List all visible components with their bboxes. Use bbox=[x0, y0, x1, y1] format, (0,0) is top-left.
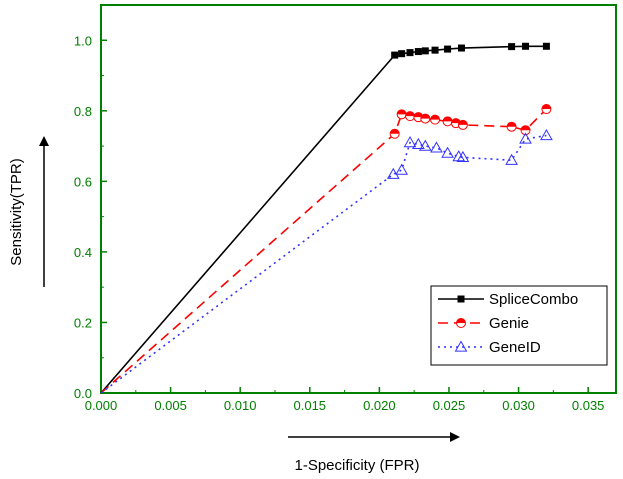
y-axis-title: Sensitivity(TPR) bbox=[8, 158, 25, 266]
data-point bbox=[398, 50, 406, 58]
legend-label: Genie bbox=[489, 315, 529, 332]
x-axis-ticks: 0.000 0.005 0.010 0.015 0.020 0.025 0.030 0.035 bbox=[85, 387, 605, 413]
x-tick-label: 0.005 bbox=[154, 398, 187, 413]
data-point bbox=[444, 45, 452, 53]
data-point bbox=[418, 139, 432, 151]
data-point bbox=[405, 111, 415, 122]
x-axis-title: 1-Specificity (FPR) bbox=[294, 457, 419, 474]
legend-marker bbox=[457, 295, 465, 303]
y-tick-label: 0.2 bbox=[74, 315, 92, 330]
data-point bbox=[431, 46, 439, 54]
y-tick-label: 0.6 bbox=[74, 174, 92, 189]
series-layer bbox=[100, 42, 553, 394]
data-point bbox=[391, 51, 399, 59]
legend-label: GeneID bbox=[489, 339, 541, 356]
legend-items: SpliceCombo Genie GeneID bbox=[438, 291, 578, 356]
y-tick-label: 0.0 bbox=[74, 386, 92, 401]
legend-marker bbox=[454, 340, 468, 352]
data-point bbox=[420, 113, 431, 124]
data-point bbox=[520, 125, 531, 136]
data-point bbox=[522, 42, 530, 50]
y-axis-arrow bbox=[39, 136, 49, 287]
data-point bbox=[406, 49, 414, 57]
data-point bbox=[458, 44, 465, 52]
data-point bbox=[541, 104, 552, 115]
data-point bbox=[395, 163, 409, 175]
x-tick-label: 0.025 bbox=[433, 398, 466, 413]
data-point bbox=[457, 119, 468, 130]
x-axis-arrow bbox=[288, 432, 460, 442]
x-tick-label: 0.000 bbox=[85, 398, 118, 413]
data-point bbox=[505, 153, 518, 165]
x-tick-label: 0.035 bbox=[572, 398, 605, 413]
legend-marker bbox=[456, 318, 466, 328]
data-point bbox=[456, 150, 470, 163]
legend: SpliceCombo Genie GeneID bbox=[430, 285, 608, 366]
data-point bbox=[389, 128, 400, 139]
data-point bbox=[430, 141, 443, 153]
x-tick-label: 0.015 bbox=[294, 398, 327, 413]
legend-item-splicecombo: SpliceCombo bbox=[438, 291, 578, 308]
legend-item-geneid: GeneID bbox=[438, 339, 541, 356]
x-tick-label: 0.020 bbox=[363, 398, 396, 413]
data-point bbox=[542, 42, 550, 50]
y-tick-label: 0.8 bbox=[74, 104, 92, 119]
x-tick-label: 0.010 bbox=[224, 398, 257, 413]
data-point bbox=[411, 137, 425, 149]
data-point bbox=[519, 132, 532, 144]
data-point bbox=[421, 47, 429, 55]
data-point bbox=[506, 121, 517, 132]
x-tick-label: 0.030 bbox=[502, 398, 535, 413]
data-point bbox=[442, 116, 453, 127]
legend-label: SpliceCombo bbox=[489, 291, 578, 308]
data-point bbox=[414, 48, 422, 56]
data-point bbox=[403, 136, 417, 148]
data-point bbox=[508, 43, 516, 51]
y-tick-label: 1.0 bbox=[74, 33, 92, 48]
series-splicecombo bbox=[100, 42, 550, 394]
series-geneid bbox=[100, 129, 553, 394]
data-point bbox=[441, 146, 454, 158]
y-tick-label: 0.4 bbox=[74, 245, 92, 260]
series-genie bbox=[100, 104, 552, 394]
data-point bbox=[396, 109, 407, 120]
legend-item-genie: Genie bbox=[438, 315, 529, 332]
data-point bbox=[540, 129, 553, 141]
y-axis-ticks: 0.0 0.2 0.4 0.6 0.8 1.0 bbox=[74, 4, 107, 401]
data-point bbox=[430, 114, 441, 125]
data-point bbox=[452, 150, 466, 162]
